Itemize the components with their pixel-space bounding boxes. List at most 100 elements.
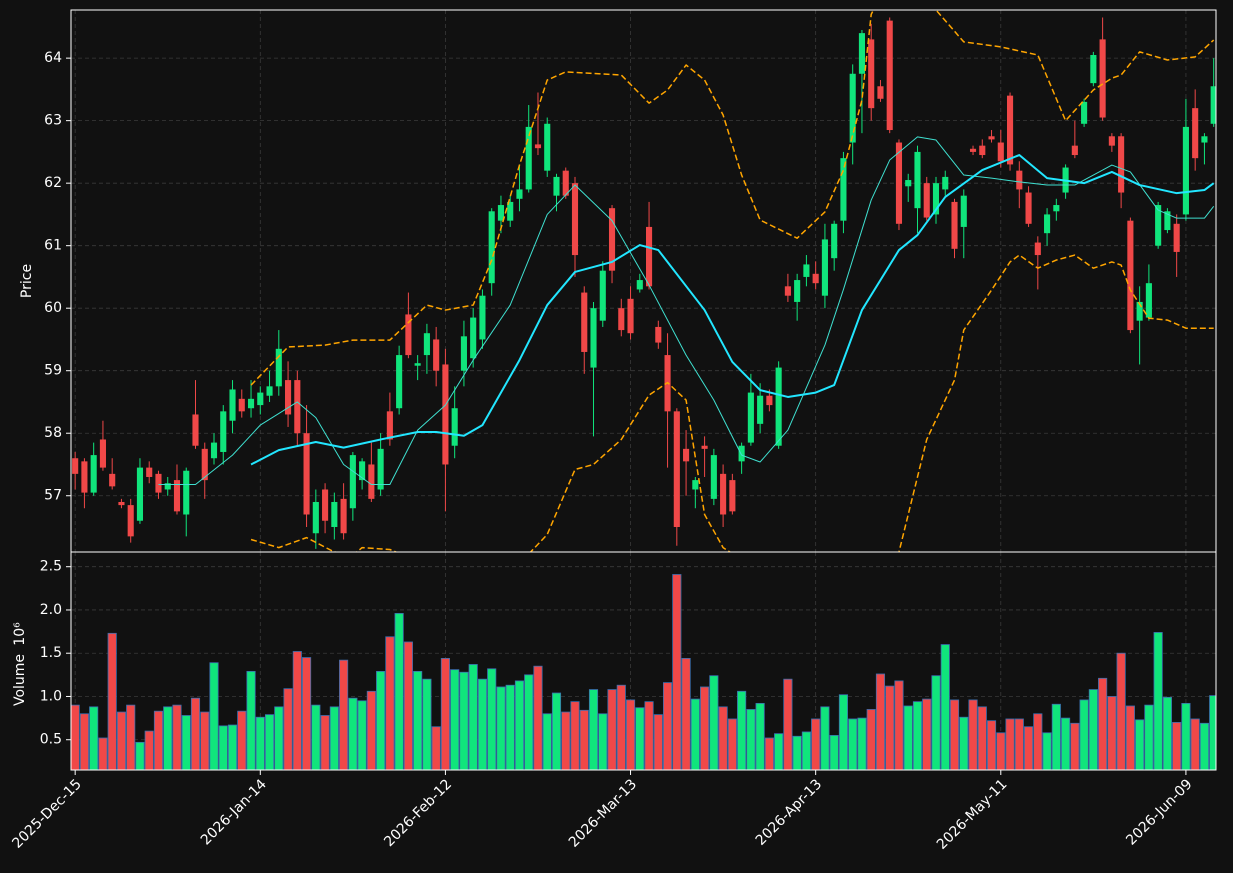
candle-body xyxy=(692,480,699,490)
candle-body xyxy=(831,223,838,259)
volume-bar xyxy=(190,697,201,770)
volume-bar xyxy=(153,710,164,770)
candle-body xyxy=(553,176,560,196)
volume-bar xyxy=(1125,705,1135,770)
volume-bar xyxy=(653,714,663,770)
candle-body xyxy=(146,467,153,477)
candle-body xyxy=(81,461,88,493)
candle-body xyxy=(729,480,736,512)
volume-bar xyxy=(237,710,247,770)
candle-body xyxy=(72,458,79,474)
volume-bar xyxy=(135,741,145,770)
candle-body xyxy=(1145,283,1152,318)
candle-body xyxy=(460,336,467,371)
volume-bar xyxy=(801,731,811,770)
volume-bar xyxy=(811,718,821,770)
volume-bar xyxy=(1023,726,1034,770)
candle-body xyxy=(507,201,514,221)
candle-body xyxy=(155,473,162,493)
volume-bar xyxy=(413,670,423,770)
volume-bar xyxy=(616,684,626,770)
candle-body xyxy=(99,439,106,468)
candle-body xyxy=(932,183,940,215)
volume-bar xyxy=(1088,689,1098,770)
candle-body xyxy=(840,158,847,221)
volume-axis-label: Volume xyxy=(12,654,28,706)
candle-body xyxy=(673,411,680,527)
volume-bar xyxy=(264,714,275,770)
volume-bar xyxy=(542,713,552,770)
volume-bar xyxy=(737,690,747,770)
candle-body xyxy=(331,501,338,527)
candle-body xyxy=(1006,95,1014,165)
volume-bar xyxy=(663,682,673,770)
candle-body xyxy=(497,205,505,221)
candle-body xyxy=(164,483,171,490)
volume-bar xyxy=(450,669,460,770)
candle-body xyxy=(183,470,190,515)
candle-body xyxy=(275,348,282,387)
volume-tick-label: 1.0 xyxy=(40,688,62,704)
y-tick-label: 62 xyxy=(44,175,62,191)
volume-bar xyxy=(348,697,358,770)
volume-bar xyxy=(894,680,904,770)
candle-body xyxy=(368,464,375,499)
volume-bar xyxy=(283,688,293,770)
candle-body xyxy=(942,176,949,190)
candle-body xyxy=(655,326,662,343)
volume-bar xyxy=(477,678,488,770)
volume-bar xyxy=(709,675,719,770)
candle-body xyxy=(969,148,977,152)
volume-bar xyxy=(1042,732,1052,770)
volume-bar xyxy=(459,671,469,770)
candle-body xyxy=(1118,136,1125,193)
volume-offset-label: 10⁶ xyxy=(12,622,28,646)
candle-body xyxy=(1053,205,1060,212)
volume-bar xyxy=(1051,703,1061,770)
volume-tick-label: 1.5 xyxy=(40,645,62,661)
candle-body xyxy=(868,39,875,109)
y-tick-label: 60 xyxy=(44,300,62,316)
volume-bar xyxy=(718,706,728,770)
candle-body xyxy=(173,480,181,512)
candle-body xyxy=(1201,136,1208,143)
candle-body xyxy=(720,473,727,515)
candle-body xyxy=(1081,101,1088,124)
volume-bar xyxy=(644,701,654,770)
volume-bar xyxy=(598,713,608,770)
candle-body xyxy=(442,364,449,465)
moving-average-line xyxy=(250,154,1215,466)
volume-bar xyxy=(79,713,89,770)
volume-bar xyxy=(1005,718,1015,770)
price-panel xyxy=(72,17,1216,549)
volume-bar xyxy=(588,689,599,770)
volume-bar xyxy=(209,662,219,770)
volume-bar xyxy=(1162,696,1172,770)
candle-body xyxy=(303,433,310,515)
volume-bar xyxy=(672,574,682,770)
candle-body xyxy=(516,189,523,199)
volume-bar xyxy=(514,680,525,770)
volume-bar xyxy=(200,711,210,770)
candle-body xyxy=(1192,108,1199,159)
candle-body xyxy=(775,367,782,446)
candle-body xyxy=(220,411,227,452)
candle-body xyxy=(118,501,125,506)
candle-body xyxy=(451,408,458,446)
candle-body xyxy=(683,448,690,462)
volume-bar xyxy=(875,673,886,770)
candle-body xyxy=(747,392,754,443)
volume-bar xyxy=(561,711,571,770)
candle-body xyxy=(766,395,773,406)
volume-bar xyxy=(422,678,432,770)
volume-bar xyxy=(792,735,802,770)
volume-bar xyxy=(968,699,978,770)
volume-bar xyxy=(885,685,895,770)
volume-bar xyxy=(339,659,349,770)
volume-bar xyxy=(126,704,136,770)
volume-bar xyxy=(255,716,265,770)
candle-body xyxy=(210,442,218,459)
volume-bar xyxy=(144,730,154,770)
candle-body xyxy=(821,239,828,296)
candle-body xyxy=(1044,214,1051,234)
